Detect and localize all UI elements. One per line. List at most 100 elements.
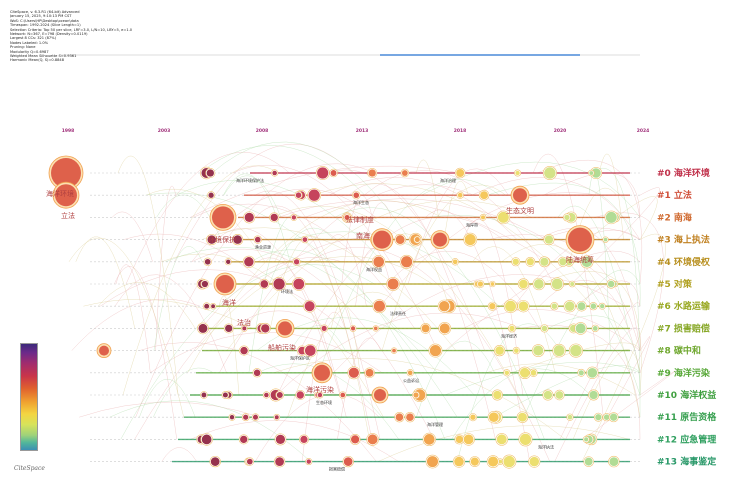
summary-line: Pruning: None <box>10 45 36 50</box>
keyword-node <box>519 279 528 289</box>
keyword-node <box>564 214 570 221</box>
keyword-node <box>225 324 233 333</box>
keyword-node <box>595 414 602 421</box>
keyword-node <box>504 370 510 376</box>
hot-keyword-label: 立法 <box>61 211 75 220</box>
co-occurrence-arc <box>416 340 495 418</box>
co-occurrence-arc <box>327 169 485 351</box>
co-occurrence-arc <box>451 368 591 440</box>
co-occurrence-arc <box>547 315 641 396</box>
summary-line: Largest 8 CCs: 321 (87%) <box>10 36 57 41</box>
cluster-label: #9 海洋污染 <box>657 367 711 379</box>
co-occurrence-arc <box>117 155 179 396</box>
cluster-label: #13 海事鉴定 <box>657 456 717 468</box>
co-occurrence-arc <box>190 420 399 462</box>
cluster-label: #5 对策 <box>657 278 693 290</box>
keyword-node <box>609 413 618 421</box>
co-occurrence-arc <box>581 233 666 462</box>
keyword-node <box>470 457 479 466</box>
keyword-node <box>564 301 575 311</box>
keyword-label: 海岸带 <box>466 221 478 227</box>
keyword-node <box>578 370 584 376</box>
keyword-node <box>204 303 210 309</box>
keyword-label: 渔业资源 <box>255 244 271 250</box>
cluster-label: #3 海上执法 <box>657 234 710 246</box>
co-occurrence-arc <box>304 198 612 285</box>
keyword-node <box>530 369 537 376</box>
keyword-node <box>519 367 530 378</box>
keyword-label: 生态环境 <box>316 399 332 405</box>
co-occurrence-arc <box>308 247 551 462</box>
co-occurrence-arc <box>98 282 196 329</box>
keyword-node <box>244 212 254 223</box>
hot-keyword-node <box>568 227 592 252</box>
co-occurrence-arc <box>115 264 151 373</box>
year-color-legend <box>20 343 38 451</box>
keyword-node <box>264 392 269 398</box>
keyword-node <box>480 191 489 200</box>
co-occurrence-arc <box>232 310 326 329</box>
keyword-node <box>587 367 598 378</box>
keyword-node <box>513 348 519 353</box>
keyword-label: 法律责任 <box>390 310 406 316</box>
keyword-node <box>505 300 517 312</box>
year-tick-label: 2024 <box>637 128 650 134</box>
summary-line: Timespan: 1992-2024 (Slice Length=1) <box>10 23 81 28</box>
keyword-node <box>592 325 598 331</box>
co-occurrence-arc <box>377 425 630 462</box>
co-occurrence-arc <box>255 205 373 440</box>
co-occurrence-arc <box>330 234 367 307</box>
keyword-node <box>242 326 247 331</box>
keyword-node <box>495 346 504 355</box>
hot-keyword-node <box>373 230 391 249</box>
keyword-node <box>226 259 231 265</box>
keyword-label: 环境法 <box>281 288 293 294</box>
co-occurrence-arc <box>216 228 341 396</box>
keyword-node <box>439 323 450 334</box>
year-tick-label: 2020 <box>554 128 567 134</box>
hot-keyword-node <box>212 206 234 229</box>
co-occurrence-arc <box>83 299 253 329</box>
cluster-label: #4 环境侵权 <box>657 256 711 268</box>
co-occurrence-arc <box>211 141 410 240</box>
keyword-node <box>589 390 598 400</box>
keyword-node <box>198 323 208 333</box>
keyword-node <box>497 211 509 223</box>
keyword-node <box>526 258 534 266</box>
keyword-label: 公益诉讼 <box>403 377 419 383</box>
hot-keyword-label: 生态文明 <box>506 206 534 215</box>
keyword-node <box>600 304 605 309</box>
co-occurrence-arc <box>218 295 240 396</box>
keyword-node <box>254 236 261 243</box>
summary-line: Modularity Q=0.6987 <box>10 49 49 54</box>
co-occurrence-arc <box>486 182 641 307</box>
keyword-node <box>488 456 499 467</box>
keyword-node <box>293 278 305 290</box>
keyword-node <box>317 167 329 179</box>
keyword-node <box>296 391 304 399</box>
year-tick-label: 1998 <box>62 128 75 134</box>
keyword-node <box>551 278 563 290</box>
keyword-node <box>344 214 350 220</box>
hot-keyword-label: 法治 <box>237 318 251 327</box>
hot-keyword-node <box>374 389 386 401</box>
co-occurrence-arc <box>145 192 458 418</box>
keyword-node <box>276 391 283 399</box>
co-occurrence-arc <box>201 257 343 329</box>
keyword-node <box>480 215 486 220</box>
co-occurrence-arc <box>268 227 335 285</box>
keyword-node <box>365 368 374 377</box>
keyword-node <box>515 170 520 176</box>
keyword-node <box>233 235 242 244</box>
keyword-node <box>488 412 499 423</box>
keyword-node <box>452 259 458 265</box>
co-occurrence-arc <box>415 159 439 218</box>
keyword-node <box>493 390 502 400</box>
hot-keyword-label: 环境保护 <box>208 235 236 244</box>
keyword-node <box>210 457 220 466</box>
keyword-node <box>457 192 463 198</box>
keyword-node <box>302 237 308 242</box>
keyword-node <box>206 169 214 177</box>
